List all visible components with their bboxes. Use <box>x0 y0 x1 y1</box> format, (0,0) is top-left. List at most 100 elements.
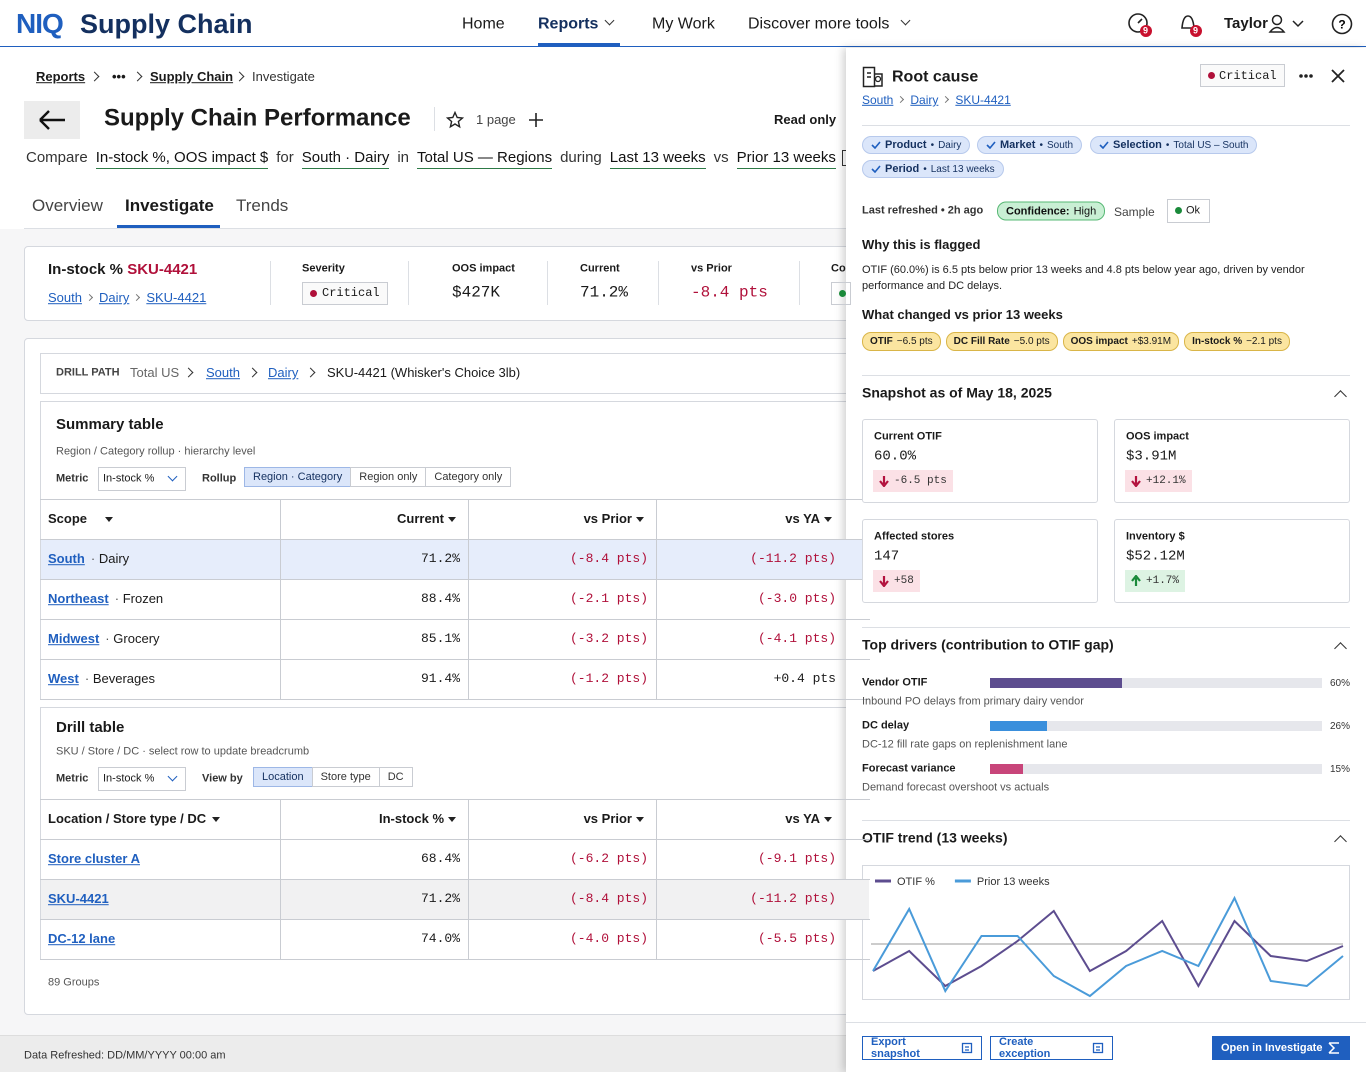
nav-item[interactable]: Discover more tools <box>748 15 890 33</box>
lnk[interactable]: Dairy <box>268 365 299 381</box>
control-label: View by <box>202 772 243 785</box>
tab[interactable]: Overview <box>32 195 103 215</box>
column-header[interactable]: vs YA <box>785 511 820 527</box>
compare-field[interactable]: Total US — Regions <box>417 148 553 169</box>
segment[interactable]: Region only <box>350 467 427 487</box>
row-highlight <box>41 879 869 919</box>
column-header[interactable]: vs YA <box>785 811 820 827</box>
column-header[interactable]: vs Prior <box>583 511 632 527</box>
change-value: +$3.91M <box>1131 336 1172 347</box>
change-key: OTIF <box>870 336 893 347</box>
check-icon <box>871 141 881 149</box>
lnk[interactable]: West <box>48 671 79 687</box>
help-icon[interactable]: ? <box>1331 13 1353 35</box>
sample-box <box>1167 199 1210 223</box>
brand[interactable]: NIQ <box>16 8 64 40</box>
more-icon[interactable] <box>1298 72 1314 80</box>
confidence-stub <box>831 282 851 305</box>
bell-icon[interactable] <box>1177 12 1203 38</box>
compare-field[interactable]: Prior 13 weeks <box>736 148 836 169</box>
section-divider <box>862 627 1350 628</box>
mono: (-4.0 pts) <box>569 931 648 947</box>
badge-dot <box>1208 72 1215 79</box>
compare-field[interactable]: Last 13 weeks <box>609 148 706 169</box>
page-count: 1 page <box>476 112 516 128</box>
nav-item[interactable]: Home <box>462 15 505 33</box>
column-divider <box>468 799 469 959</box>
table-line <box>40 659 870 660</box>
gauge-icon[interactable] <box>1127 12 1153 38</box>
driver-track <box>990 721 1322 731</box>
column-header[interactable]: Current <box>397 511 444 527</box>
lnk[interactable]: SKU-4421 <box>48 891 109 907</box>
nav-item[interactable]: My Work <box>652 15 715 33</box>
lnk[interactable]: South <box>48 551 85 567</box>
page-title: Supply Chain Performance <box>104 104 411 132</box>
sort-caret <box>448 817 456 826</box>
mono: 85.1% <box>420 631 460 647</box>
lnk[interactable]: Dairy <box>98 290 130 306</box>
filter-chip[interactable]: Market • South <box>977 136 1083 154</box>
compare-row: Compare In-stock %, OOS impact $ for South … <box>26 148 836 169</box>
segment[interactable]: DC <box>378 767 413 787</box>
tab[interactable]: Trends <box>236 195 289 215</box>
lnk[interactable]: Northeast <box>48 591 109 607</box>
column-divider <box>280 799 281 959</box>
breadcrumb-item: ••• <box>112 69 126 85</box>
lnk[interactable]: South <box>862 92 894 107</box>
compare-word: in <box>397 149 410 166</box>
footer-text: Data Refreshed: DD/MM/YYYY 00:00 am <box>24 1049 226 1062</box>
lnk[interactable]: Store cluster A <box>48 851 140 867</box>
check-icon <box>871 165 881 173</box>
breadcrumb-item[interactable]: Supply Chain <box>150 69 234 85</box>
mono: $52.12M <box>1126 548 1185 565</box>
lnk[interactable]: SKU-4421 <box>146 290 207 306</box>
segment[interactable]: Category only <box>425 467 512 487</box>
add-icon[interactable] <box>528 112 544 128</box>
column-header[interactable]: In-stock % <box>378 811 444 827</box>
segment[interactable]: Store type <box>311 767 380 787</box>
ok-dot <box>1175 207 1182 214</box>
lnk[interactable]: Dairy <box>910 92 939 107</box>
lnk[interactable]: South <box>206 365 240 381</box>
column-header[interactable]: Scope <box>48 511 88 527</box>
metric-select[interactable] <box>98 467 186 491</box>
lnk[interactable]: South <box>48 290 82 306</box>
breadcrumb-item[interactable]: Reports <box>36 69 86 85</box>
change-value: −2.1 pts <box>1246 336 1282 347</box>
segment[interactable]: Location <box>253 767 313 787</box>
nav-item[interactable]: Reports <box>538 15 599 33</box>
mono: +58 <box>894 575 914 587</box>
star-icon[interactable] <box>446 111 464 129</box>
lnk[interactable]: DC-12 lane <box>48 931 116 947</box>
filter-chip[interactable]: Selection • Total US – South <box>1090 136 1258 154</box>
tab-indicator <box>117 225 220 228</box>
lnk[interactable]: SKU-4421 <box>955 92 1011 107</box>
change-key: OOS impact <box>1070 336 1128 347</box>
metric-value: In-stock % <box>103 472 155 485</box>
mono: 88.4% <box>420 591 460 607</box>
groups-count: 89 Groups <box>48 976 100 989</box>
title-divider <box>434 107 435 131</box>
action-button[interactable]: Export snapshot <box>862 1036 982 1060</box>
user-name[interactable]: Taylor <box>1224 15 1268 32</box>
action-button[interactable]: Open in Investigate <box>1212 1036 1350 1060</box>
metric-select[interactable] <box>98 767 186 791</box>
metric-value: In-stock % <box>103 772 155 785</box>
segment[interactable]: Region · Category <box>244 467 352 487</box>
severity-dot <box>310 290 317 297</box>
compare-field[interactable]: In-stock %, OOS impact $ <box>95 148 269 169</box>
compare-field[interactable]: South · Dairy <box>301 148 390 169</box>
column-divider <box>656 499 657 699</box>
filter-chip[interactable]: Period • Last 13 weeks <box>862 160 1004 178</box>
lnk[interactable]: Midwest <box>48 631 100 647</box>
column-header[interactable]: Location / Store type / DC <box>48 811 207 827</box>
kpi-metric: In-stock % <box>48 261 124 278</box>
legend-label: Prior 13 weeks <box>977 876 1050 888</box>
close-icon[interactable] <box>1330 68 1346 84</box>
action-button[interactable]: Create exception <box>990 1036 1113 1060</box>
driver-value: 60% <box>1329 678 1350 689</box>
column-header[interactable]: vs Prior <box>583 811 632 827</box>
filter-chip[interactable]: Product • Dairy <box>862 136 971 154</box>
tab[interactable]: Investigate <box>125 195 214 215</box>
